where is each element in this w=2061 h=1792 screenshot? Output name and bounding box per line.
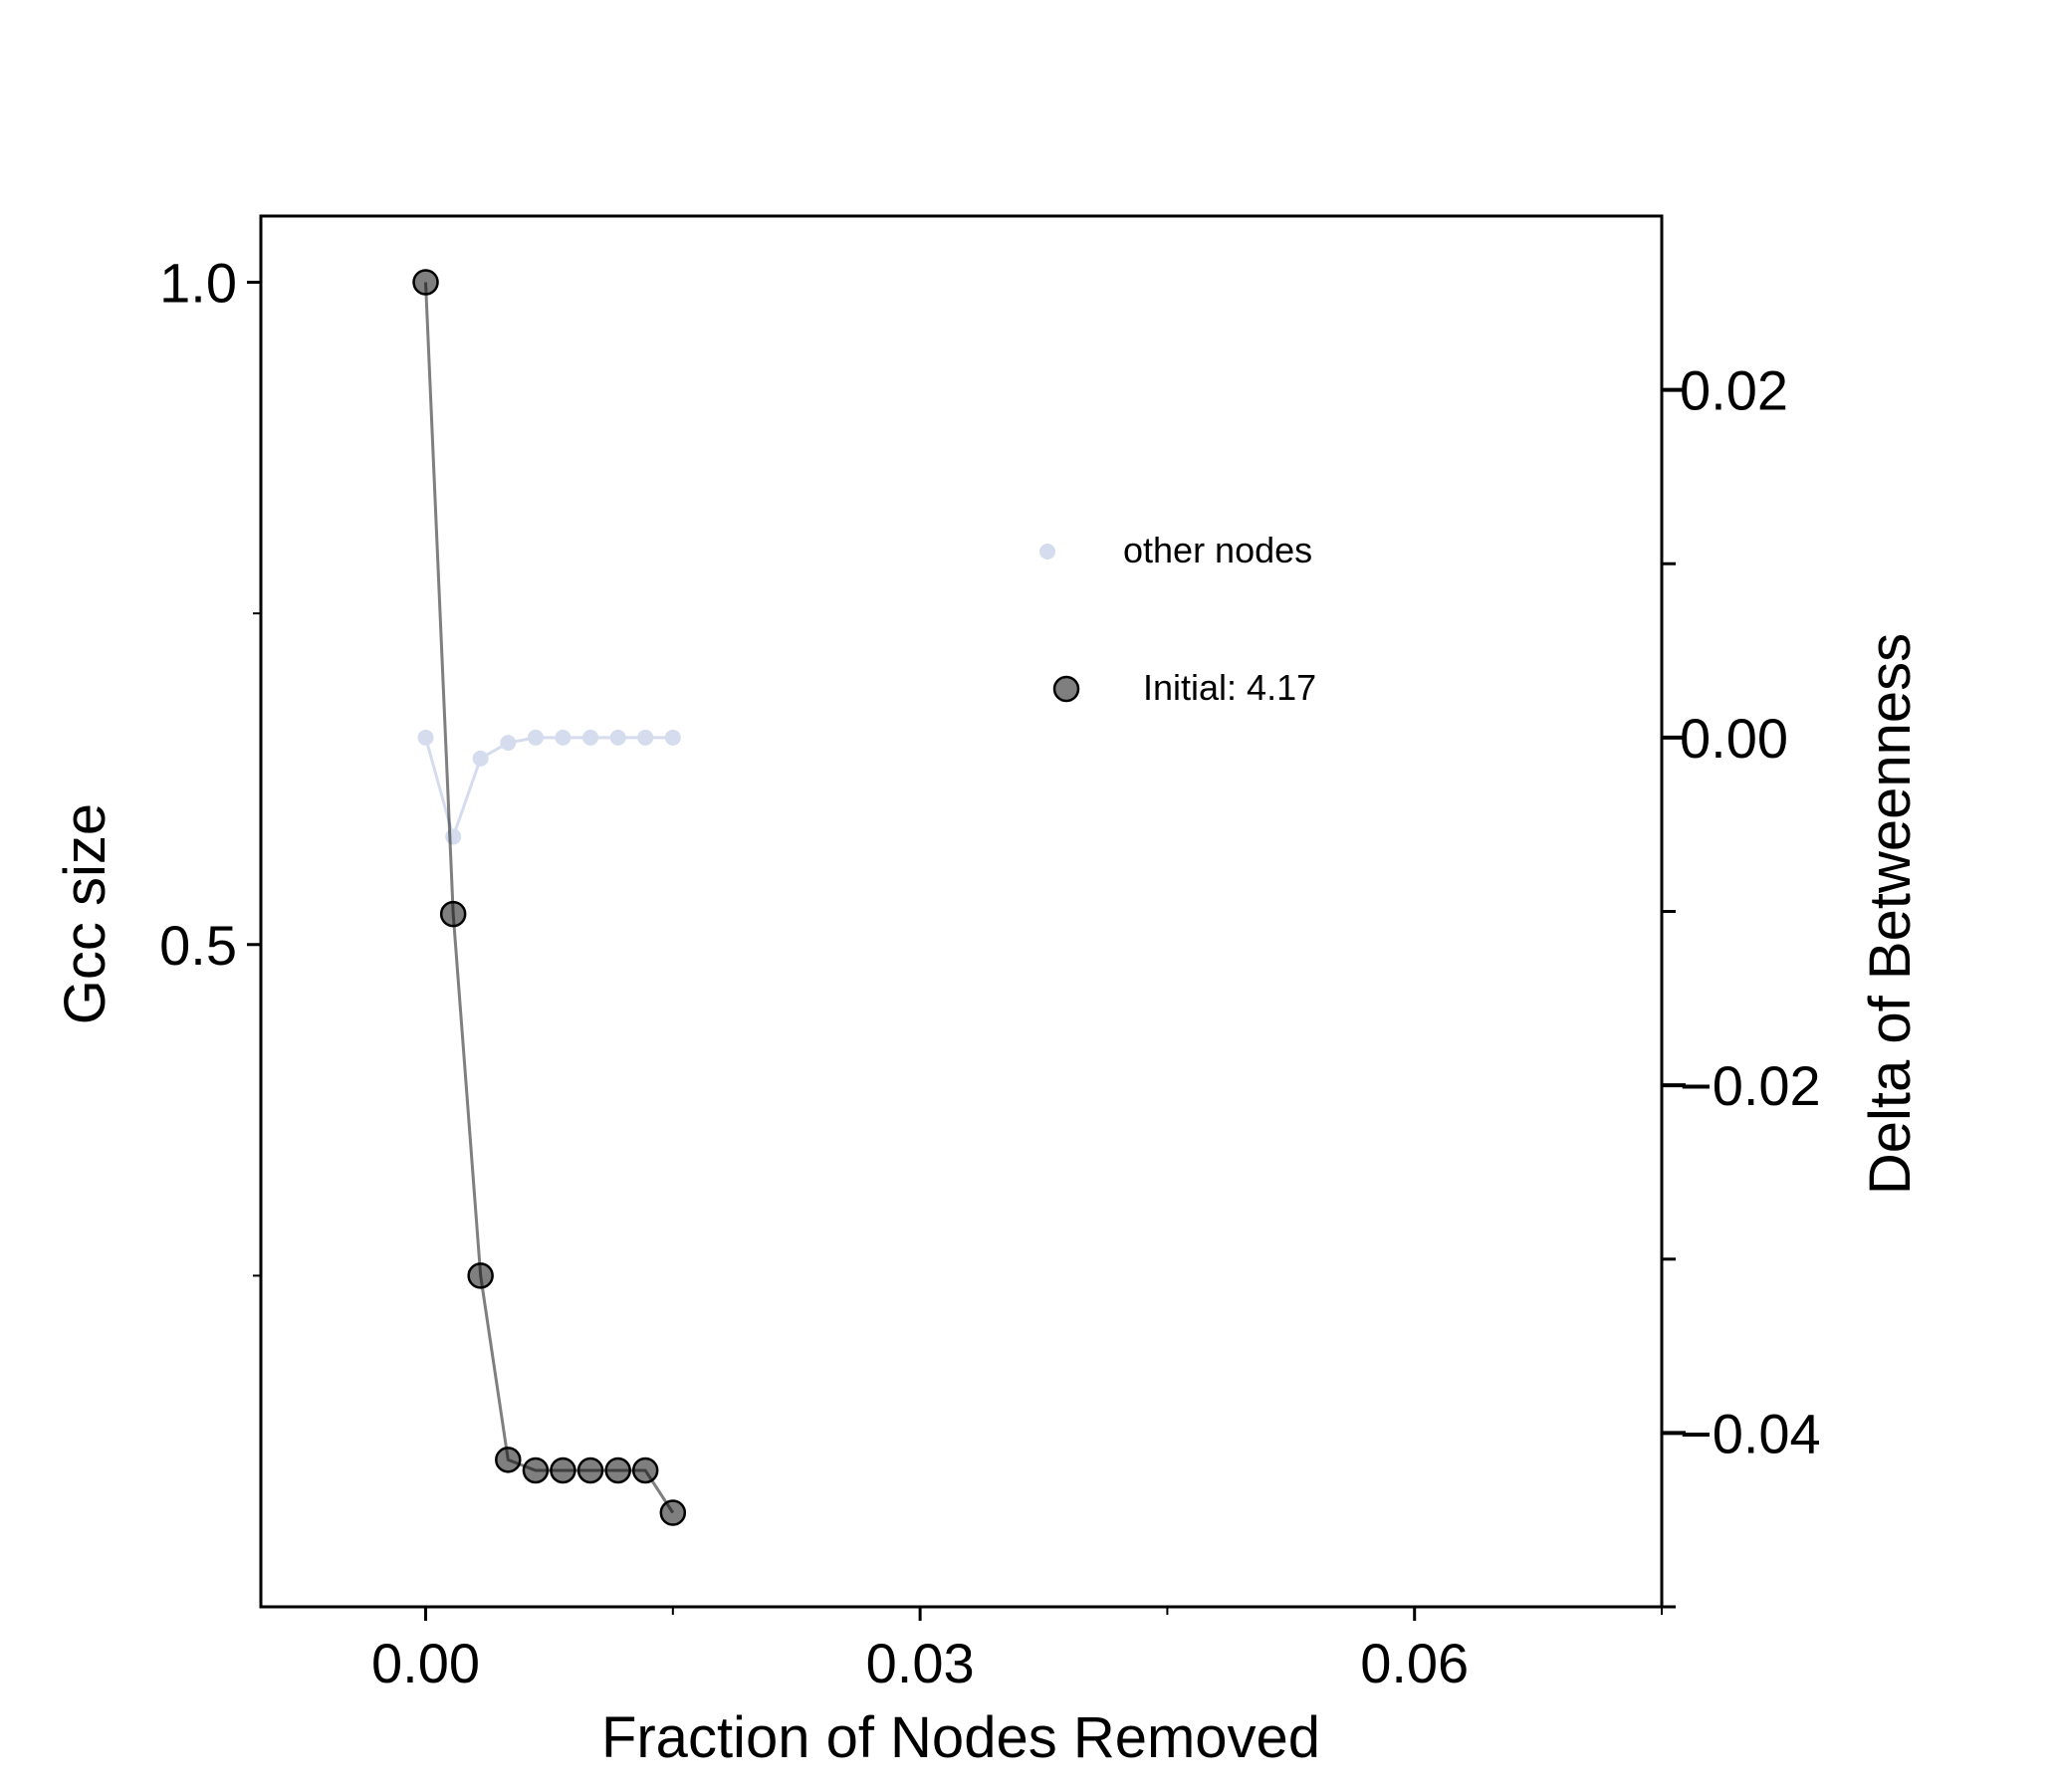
series-line-initial <box>424 282 675 1514</box>
data-point-other-nodes <box>609 729 626 746</box>
data-point-other-nodes <box>527 729 544 746</box>
data-point-other-nodes <box>417 729 434 746</box>
x-tick-label: 0.03 <box>866 1632 975 1694</box>
legend-marker-other-nodes <box>1039 544 1055 560</box>
y-left-tick-label: 0.5 <box>159 914 237 977</box>
x-tick-label: 0.00 <box>371 1632 480 1694</box>
data-point-other-nodes <box>555 729 572 746</box>
data-point-initial <box>604 1456 631 1484</box>
series-0 <box>417 729 681 845</box>
data-point-other-nodes <box>582 729 599 746</box>
legend-marker-initial <box>1052 675 1080 703</box>
series-layer <box>412 269 687 1526</box>
data-point-initial <box>659 1499 687 1526</box>
data-point-other-nodes <box>472 750 489 767</box>
legend-label-initial: Initial: 4.17 <box>1143 667 1316 708</box>
data-point-initial <box>412 269 439 296</box>
data-point-other-nodes <box>500 735 517 752</box>
data-point-other-nodes <box>664 729 681 746</box>
y-axis-left-label: Gcc size <box>53 803 117 1024</box>
data-point-other-nodes <box>637 729 654 746</box>
series-line-other-nodes <box>424 736 673 842</box>
y-left-tick-label: 1.0 <box>159 252 237 315</box>
x-axis-label: Fraction of Nodes Removed <box>601 1705 1320 1770</box>
series-1 <box>412 269 687 1526</box>
legend: other nodes Initial: 4.17 <box>1039 530 1316 708</box>
legend-label-other-nodes: other nodes <box>1123 530 1312 570</box>
data-point-initial <box>576 1456 604 1484</box>
data-point-other-nodes <box>445 828 462 845</box>
data-point-initial <box>522 1456 550 1484</box>
data-point-initial <box>495 1447 522 1473</box>
axes-layer: 0.00 0.03 0.06 1.0 0.5 0.02 0.00 −0.02 −0.04 <box>159 252 1821 1694</box>
data-point-initial <box>467 1262 494 1289</box>
y-right-tick-label: −0.02 <box>1680 1054 1821 1117</box>
data-point-initial <box>439 900 467 928</box>
data-point-initial <box>631 1456 659 1484</box>
y-right-tick-label: 0.02 <box>1680 359 1788 422</box>
y-axis-right-label: Delta of Betweenness <box>1858 633 1923 1195</box>
data-point-initial <box>550 1456 576 1484</box>
y-right-tick-label: 0.00 <box>1680 707 1788 770</box>
x-tick-label: 0.06 <box>1360 1632 1469 1694</box>
plot-frame <box>259 214 1664 1609</box>
y-right-tick-label: −0.04 <box>1680 1402 1821 1464</box>
